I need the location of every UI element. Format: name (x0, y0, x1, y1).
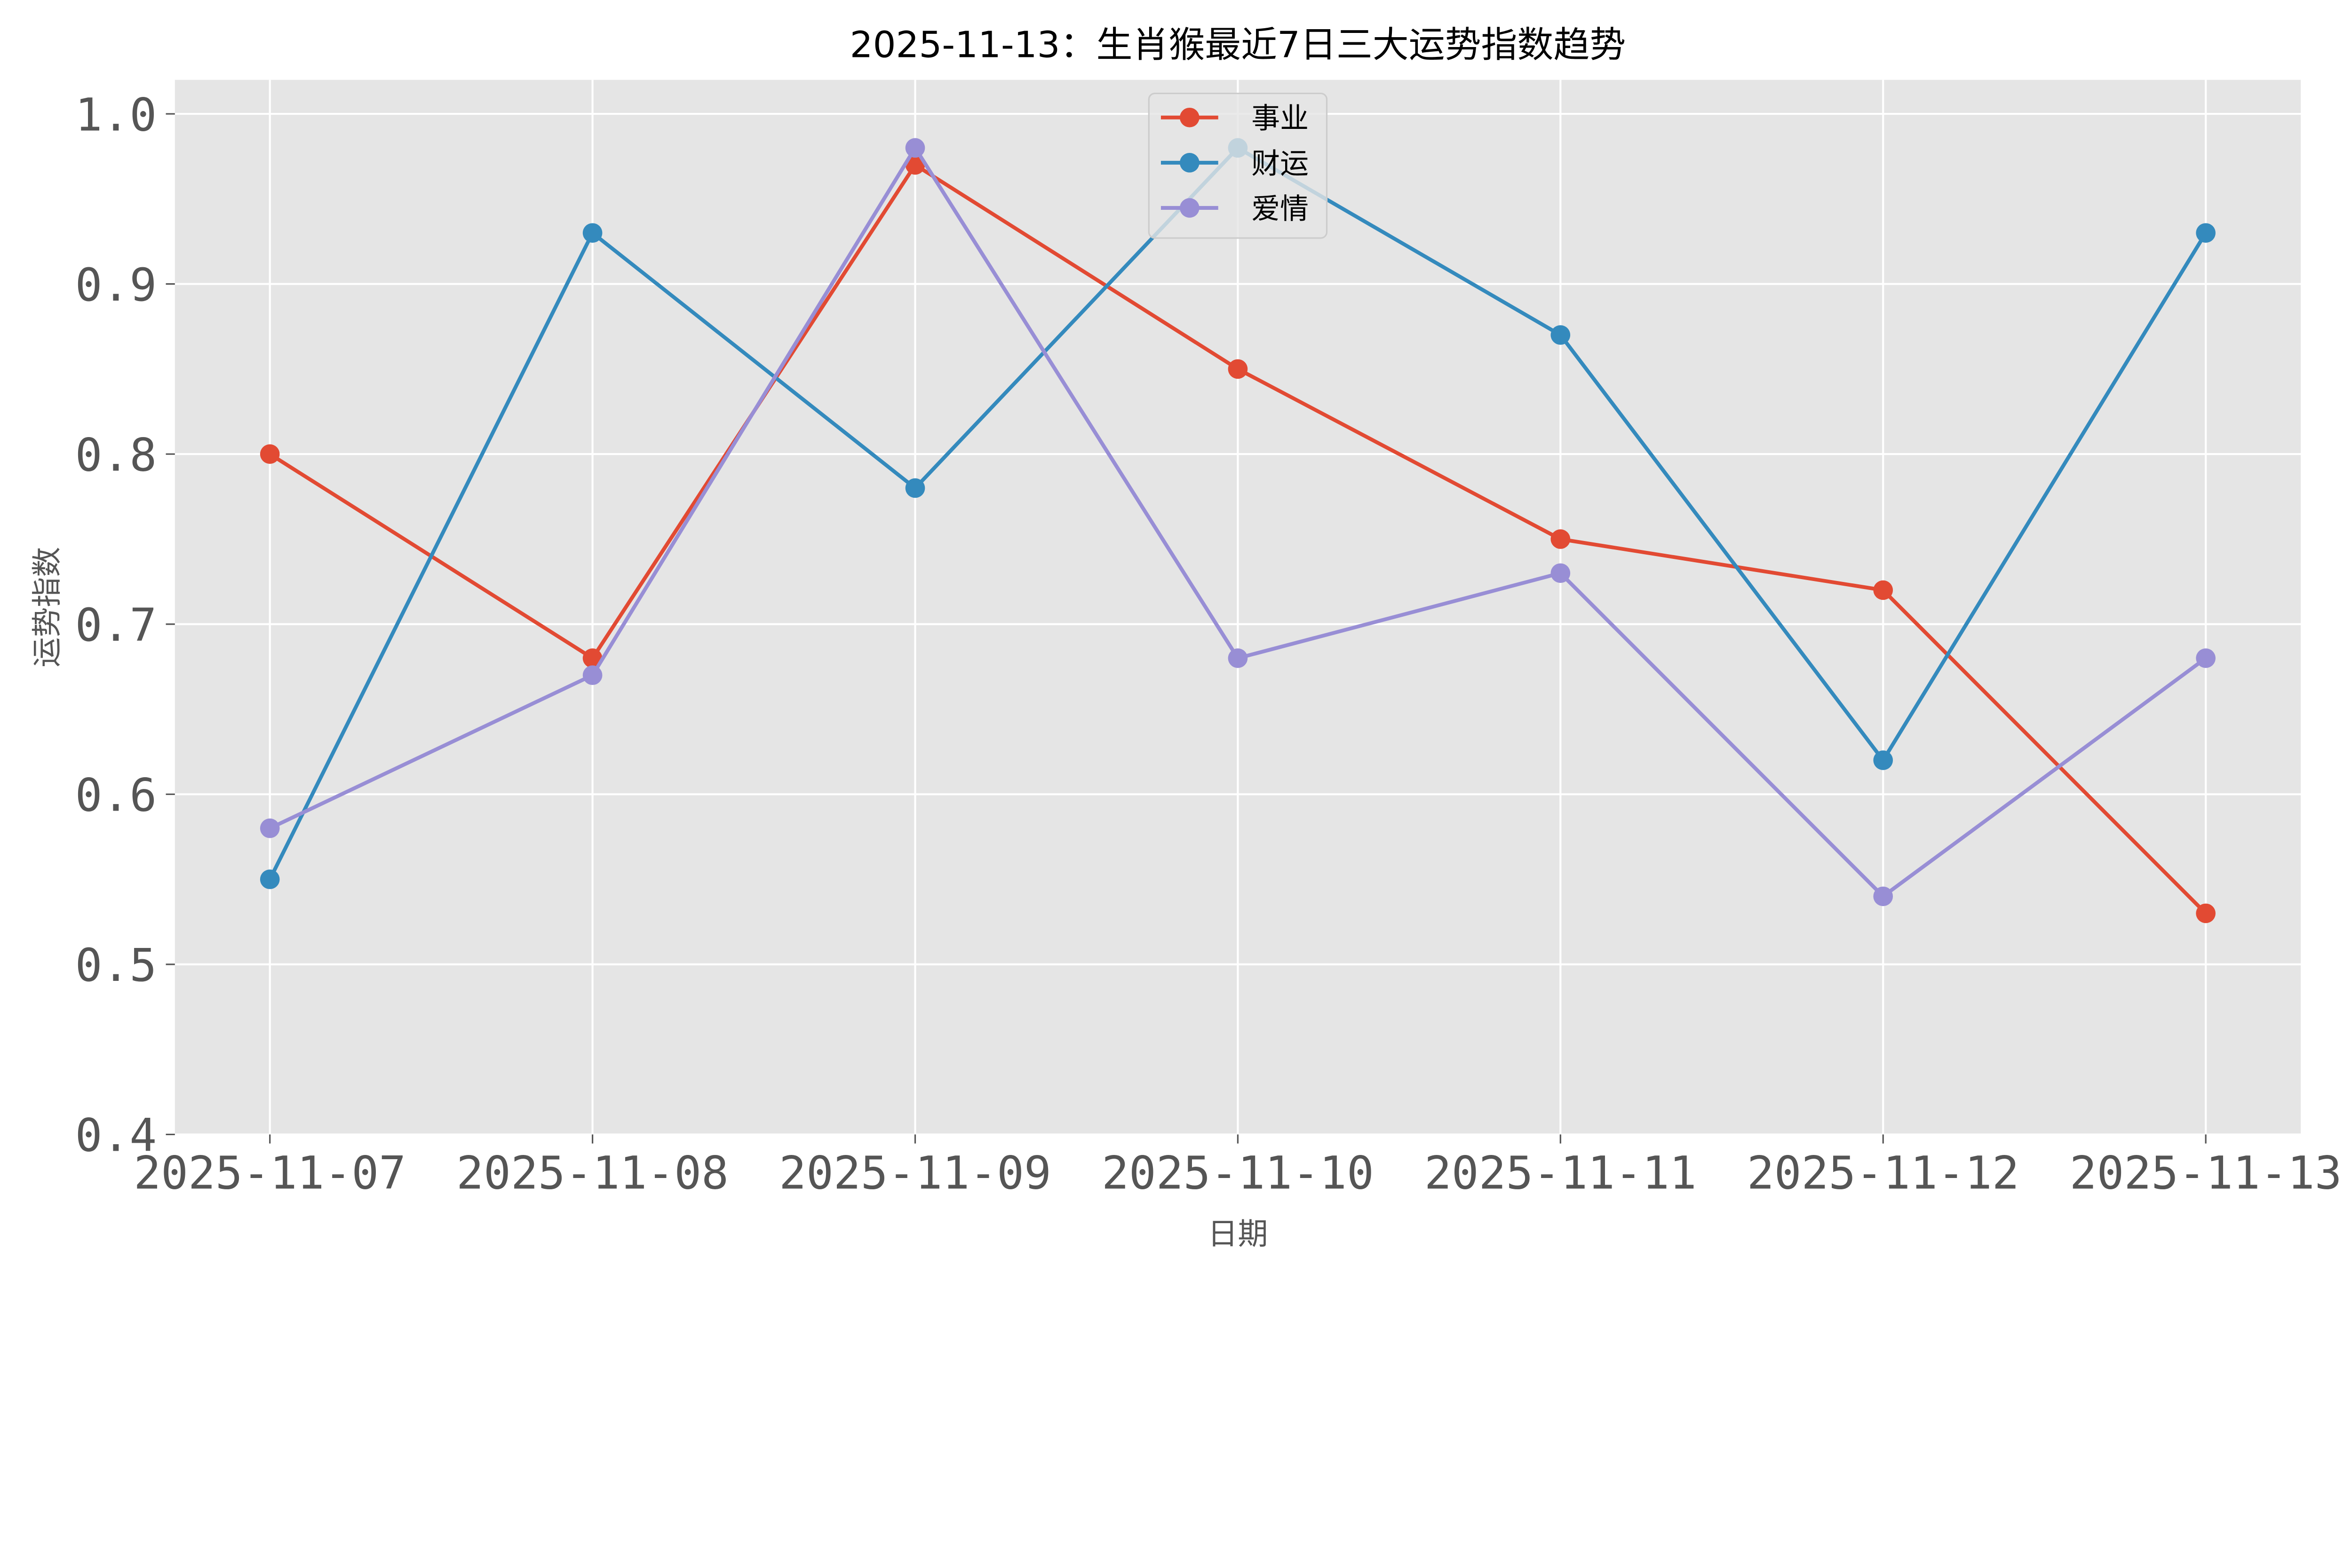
data-point (260, 869, 280, 889)
chart-frame: 2025-11-07 2025-11-08 2025-11-09 2025-11-10… (30, 24, 2342, 1252)
data-point (1228, 648, 1248, 668)
x-tick-label: 2025-11-12 (1747, 1147, 2019, 1200)
chart-title: 2025-11-13：生肖猴最近7日三大运势指数趋势 (850, 24, 1626, 66)
y-tick-label: 0.5 (75, 939, 157, 992)
data-point (1550, 325, 1571, 345)
y-axis-label: 运势指数 (30, 547, 65, 668)
legend-label: 财运 (1251, 147, 1309, 180)
data-point (260, 818, 280, 838)
y-ticks: 0.4 0.5 0.6 0.7 0.8 0.9 1.0 (75, 88, 175, 1162)
y-tick-label: 0.8 (75, 429, 157, 481)
series-事业 (260, 155, 2216, 923)
y-tick-label: 0.6 (75, 769, 157, 822)
line-chart: 2025-11-07 2025-11-08 2025-11-09 2025-11-10… (30, 24, 2342, 1252)
data-point (905, 138, 925, 158)
data-point (582, 648, 603, 668)
data-point (905, 478, 925, 498)
series-爱情 (260, 138, 2216, 907)
data-point (582, 223, 603, 243)
data-point (1873, 750, 1893, 770)
data-point (1873, 580, 1893, 600)
x-tick-label: 2025-11-07 (134, 1147, 406, 1200)
legend-label: 爱情 (1251, 192, 1309, 225)
x-tick-label: 2025-11-11 (1424, 1147, 1697, 1200)
data-point (582, 665, 603, 685)
data-point (2196, 648, 2216, 668)
x-axis-label: 日期 (1208, 1217, 1268, 1252)
data-point (1550, 529, 1571, 549)
data-point (1228, 359, 1248, 379)
y-tick-label: 1.0 (75, 88, 157, 141)
data-point (905, 155, 925, 175)
x-tick-label: 2025-11-09 (779, 1147, 1051, 1200)
legend-marker (1180, 198, 1200, 218)
legend-marker (1180, 153, 1200, 173)
x-tick-label: 2025-11-13 (2070, 1147, 2342, 1200)
x-tick-label: 2025-11-08 (456, 1147, 729, 1200)
data-point (260, 444, 280, 464)
series-lines (260, 138, 2216, 923)
legend-label: 事业 (1251, 102, 1309, 135)
data-point (2196, 903, 2216, 923)
data-point (1550, 563, 1571, 583)
data-point (2196, 223, 2216, 243)
legend-marker (1180, 107, 1200, 127)
y-tick-label: 0.9 (75, 259, 157, 311)
x-tick-label: 2025-11-10 (1102, 1147, 1374, 1200)
y-tick-label: 0.4 (75, 1109, 157, 1162)
data-point (1873, 886, 1893, 907)
x-ticks: 2025-11-07 2025-11-08 2025-11-09 2025-11-10… (134, 1134, 2342, 1200)
y-tick-label: 0.7 (75, 599, 157, 652)
